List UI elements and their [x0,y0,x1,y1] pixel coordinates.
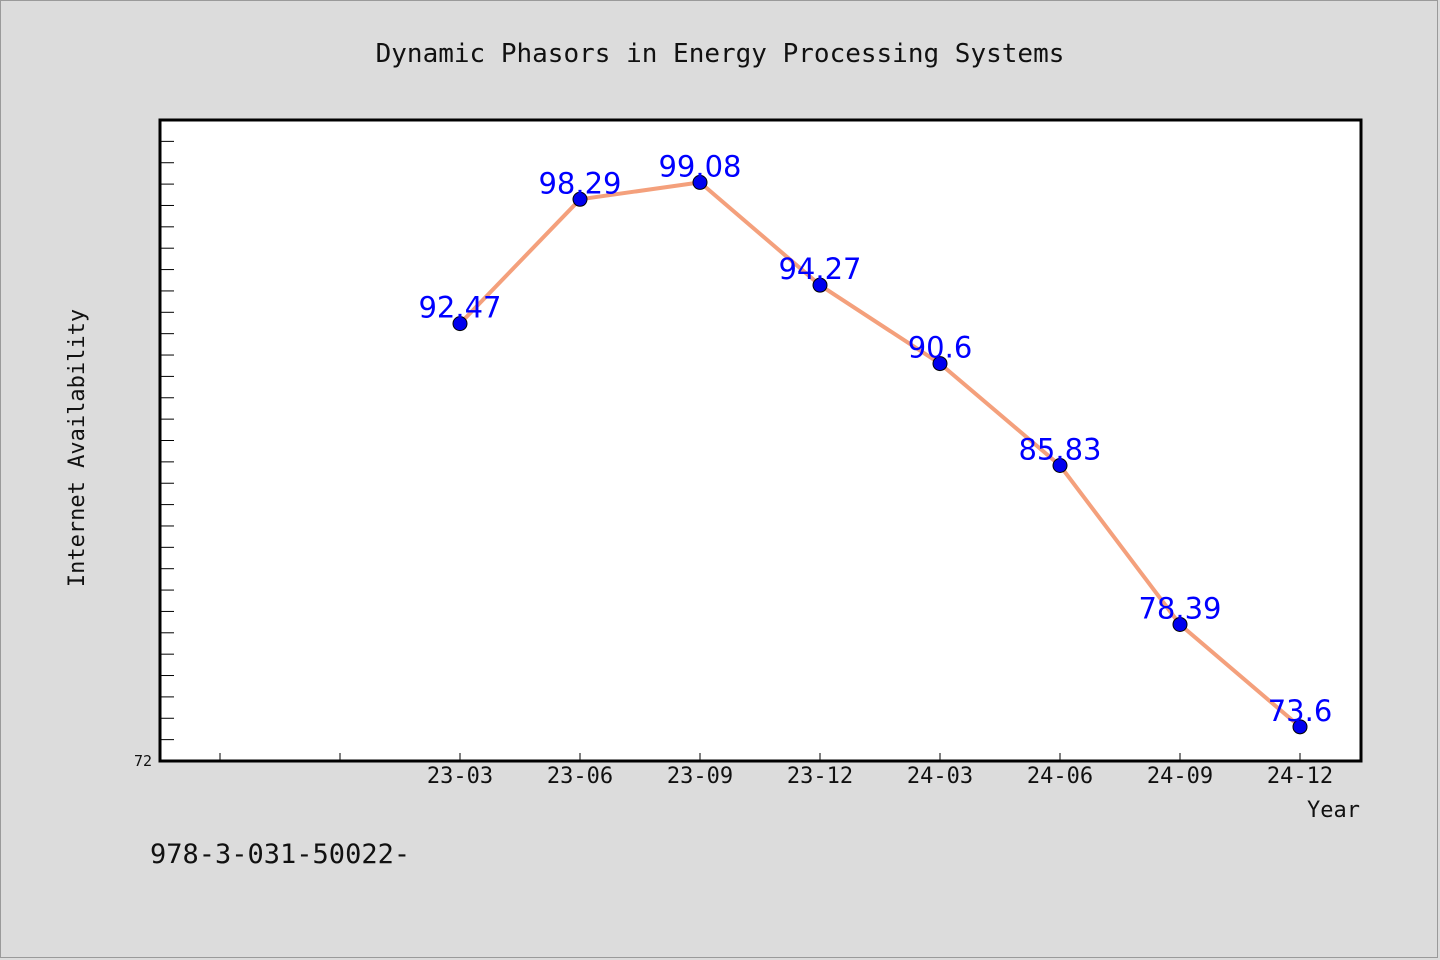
y-tick-label-min: 72 [134,752,152,770]
x-tick-labels: 23-03 23-06 23-09 23-12 24-03 24-06 24-09 24-12 [427,764,1333,789]
data-label: 73.6 [1268,694,1333,728]
data-label: 78.39 [1138,591,1221,625]
y-axis-label: Internet Availability [65,309,90,587]
data-point [572,191,588,207]
data-point [452,316,468,332]
x-tick-label: 23-12 [787,764,853,789]
plot-area [158,118,1363,763]
x-tick-label: 24-09 [1147,764,1213,789]
data-label: 94.27 [778,252,861,286]
x-tick-label: 23-03 [427,764,493,789]
data-label: 85.83 [1018,432,1101,466]
x-axis-ticks [219,753,1301,761]
chart-title: Dynamic Phasors in Energy Processing Sys… [376,39,1065,69]
data-label: 99.08 [658,149,741,183]
series-line [458,180,1302,729]
data-point [1292,719,1308,735]
data-point [812,277,828,293]
x-tick-label: 24-06 [1027,764,1093,789]
data-point [1172,616,1188,632]
x-tick-label: 23-06 [547,764,613,789]
data-point [932,356,948,372]
x-tick-label: 23-09 [667,764,733,789]
x-axis-label: Year [1307,798,1360,823]
y-axis-ticks [160,140,174,741]
data-label: 92.47 [418,291,501,325]
data-point [692,174,708,190]
data-point [1052,457,1068,473]
series-markers [452,174,1308,735]
data-labels: 92.47 98.29 99.08 94.27 90.6 85.83 78.39 73.6 [418,149,1332,727]
x-tick-label: 24-12 [1267,764,1333,789]
data-label: 98.29 [538,166,621,200]
x-tick-label: 24-03 [907,764,973,789]
footer-isbn-text: 978-3-031-50022- [150,839,410,870]
series-line-layer [458,180,1302,729]
data-label: 90.6 [908,331,973,365]
